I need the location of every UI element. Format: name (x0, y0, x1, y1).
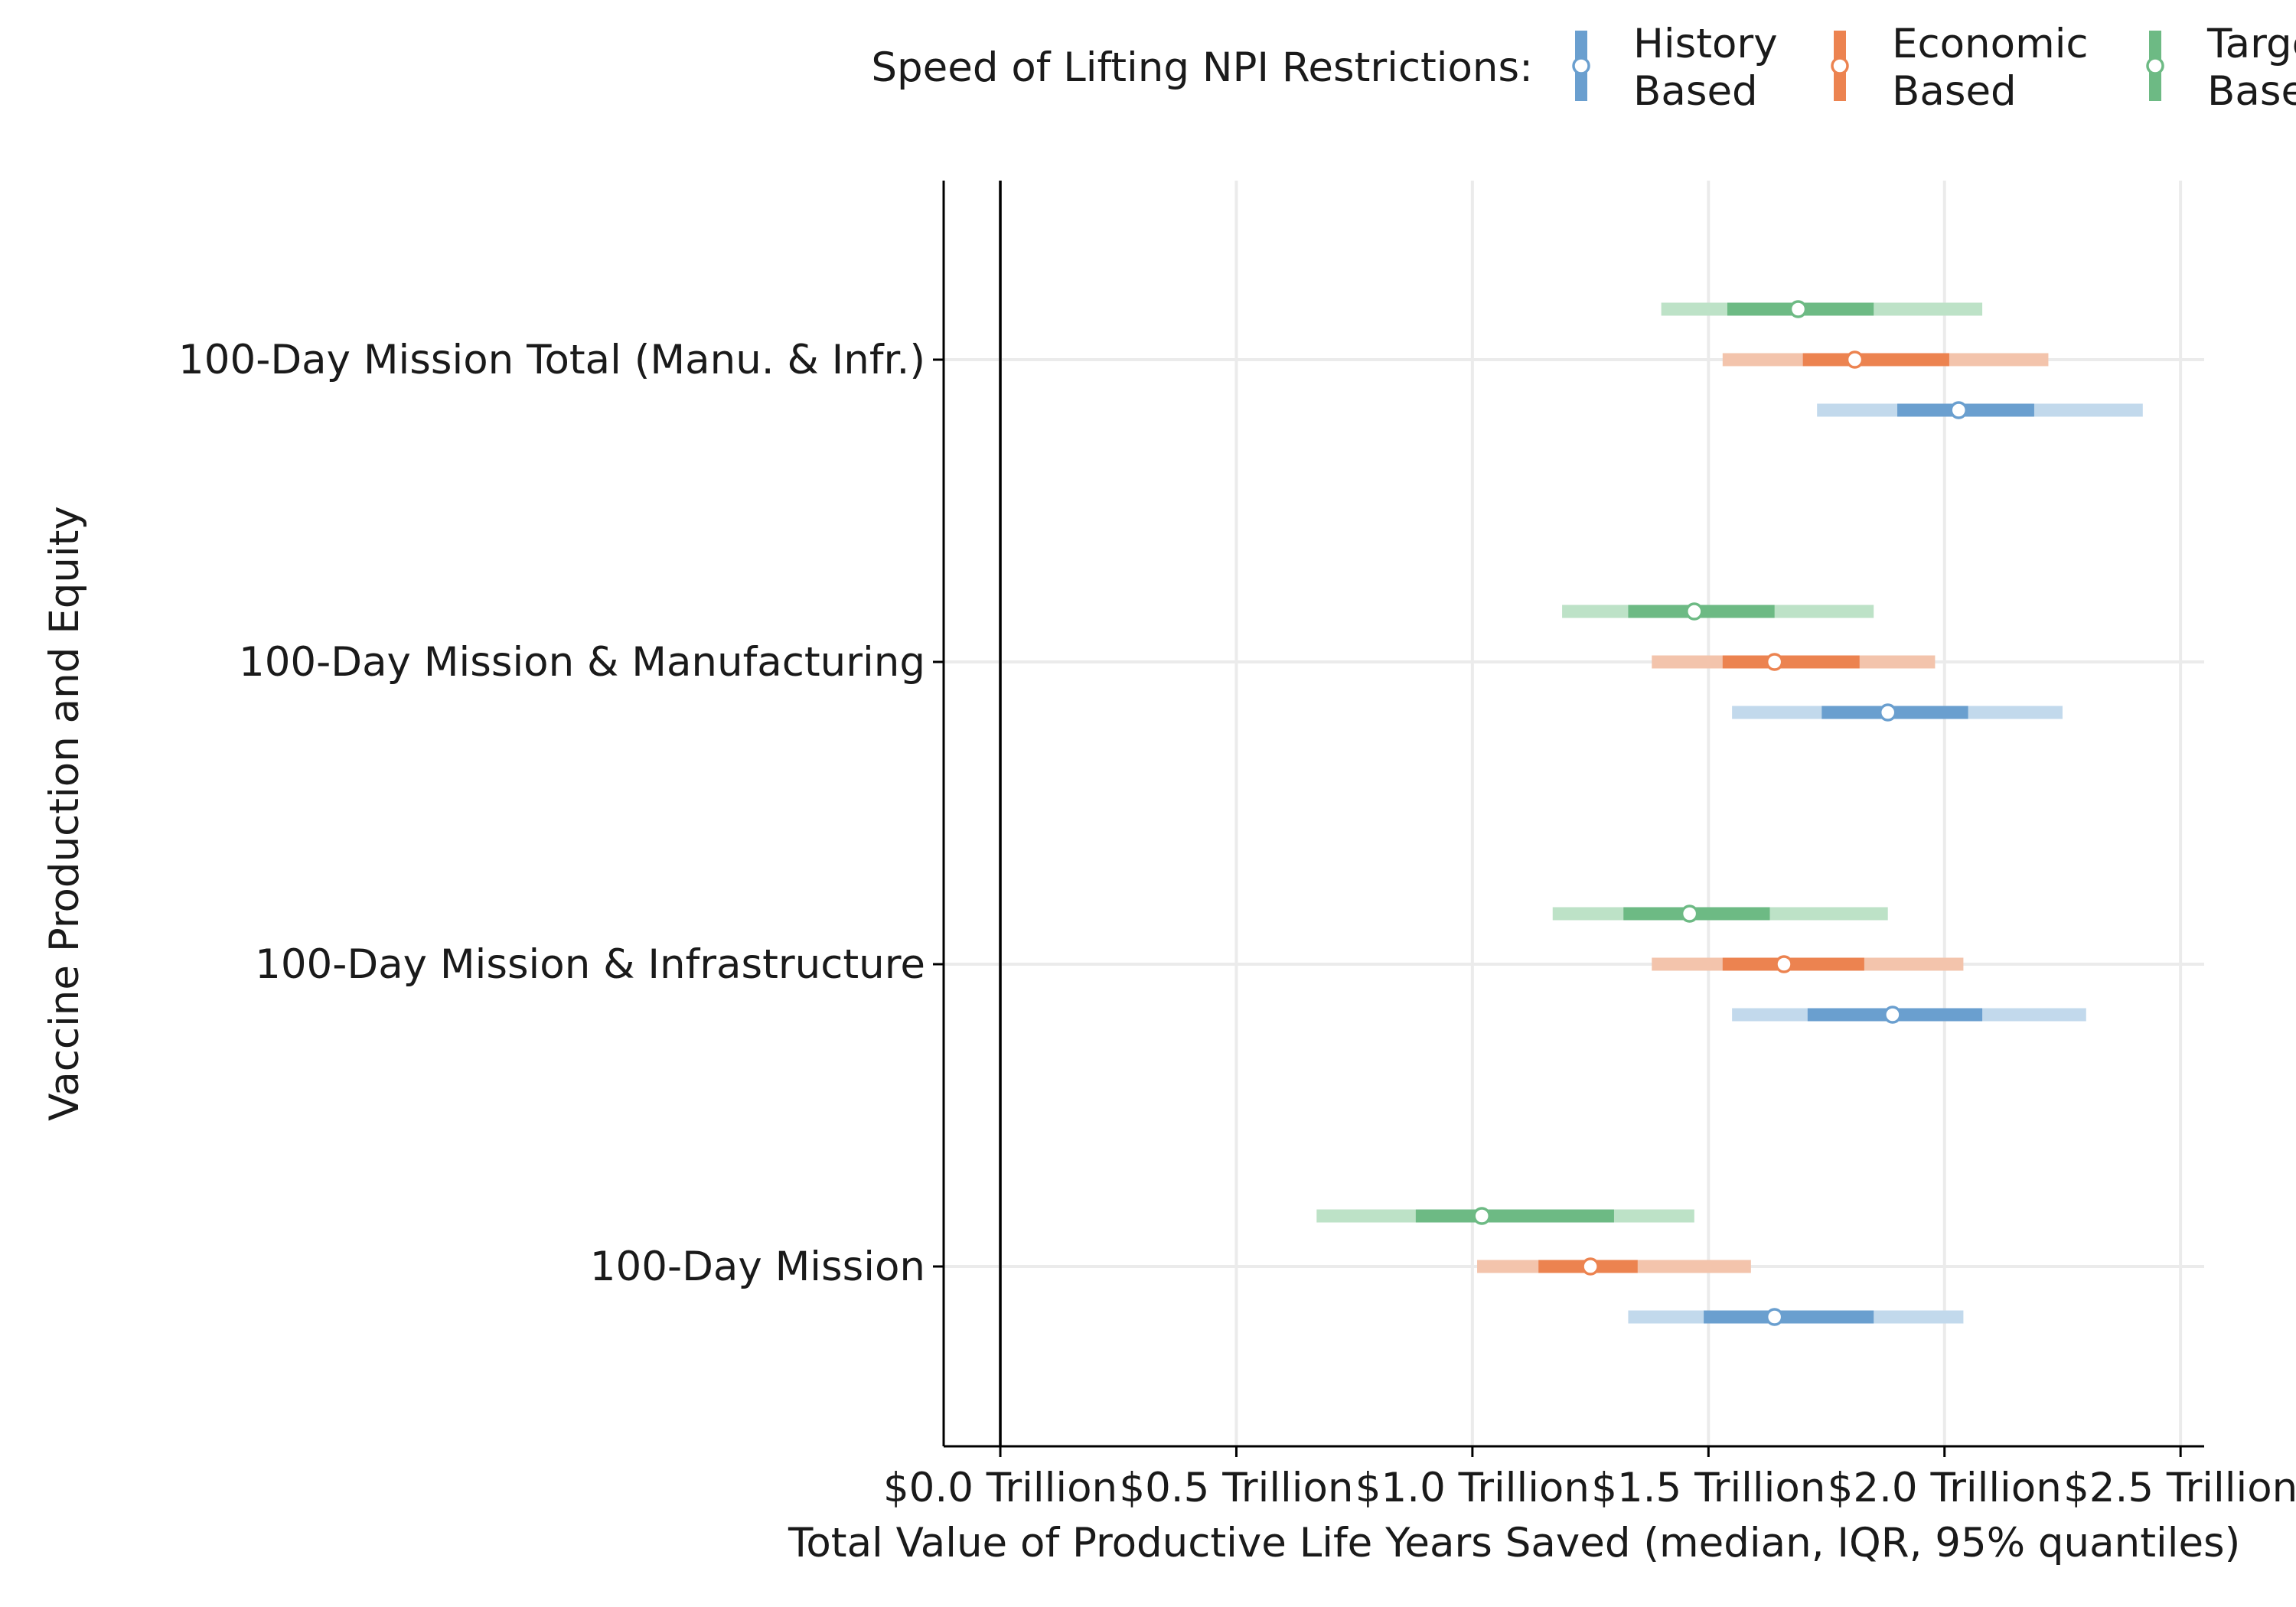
legend-label: Based (1633, 68, 1758, 115)
legend-key-point (2146, 57, 2164, 75)
series-layer (1316, 300, 2143, 1326)
x-tick-label: $2.5 Trillion (2063, 1465, 2296, 1511)
legend-key-point (1572, 57, 1590, 75)
median-point-history-based-100-day-mission-manufacturing (1878, 703, 1897, 722)
axes (942, 181, 2204, 1448)
median-point-economic-based-100-day-mission-manufacturing (1765, 653, 1784, 671)
x-ticks: $0.0 Trillion $0.5 Trillion $1.0 Trillion $… (883, 1446, 2296, 1511)
y-tick-label-100-day-mission-total-manu-infr: 100-Day Mission Total (Manu. & Infr.) (178, 337, 925, 383)
median-point-history-based-100-day-mission-total-manu-infr (1949, 401, 1968, 419)
y-tick-label-100-day-mission-manufacturing: 100-Day Mission & Manufacturing (239, 639, 925, 686)
legend-label: Economic (1892, 21, 2089, 67)
x-tick-label: $2.0 Trillion (1828, 1465, 2062, 1511)
legend-title: Speed of Lifting NPI Restrictions: (871, 44, 1533, 91)
series-target-based (1316, 300, 1983, 1225)
median-point-economic-based-100-day-mission-total-manu-infr (1845, 350, 1864, 369)
legend-label: Target (2206, 21, 2296, 67)
legend-label: Based (2207, 68, 2296, 115)
median-point-target-based-100-day-mission (1473, 1207, 1491, 1225)
median-point-target-based-100-day-mission-manufacturing (1685, 602, 1704, 621)
series-economic-based (1477, 350, 2049, 1276)
y-axis-title: Vaccine Production and Equity (41, 506, 88, 1121)
x-tick-label: $0.5 Trillion (1119, 1465, 1353, 1511)
legend: Speed of Lifting NPI Restrictions: Histo… (871, 21, 2296, 115)
x-tick-label: $1.0 Trillion (1355, 1465, 1590, 1511)
median-point-target-based-100-day-mission-infrastructure (1680, 905, 1699, 923)
x-axis-title: Total Value of Productive Life Years Sav… (788, 1520, 2240, 1566)
legend-label: Based (1892, 68, 2017, 115)
y-tick-label-100-day-mission-infrastructure: 100-Day Mission & Infrastructure (255, 941, 925, 988)
legend-items: HistoryBasedEconomicBasedTargetBased (1572, 21, 2296, 115)
y-tick-label-100-day-mission: 100-Day Mission (590, 1244, 925, 1290)
median-point-target-based-100-day-mission-total-manu-infr (1789, 300, 1808, 318)
series-history-based (1628, 401, 2143, 1326)
median-point-history-based-100-day-mission (1765, 1308, 1784, 1326)
median-point-economic-based-100-day-mission (1581, 1257, 1600, 1276)
legend-item-target-based: TargetBased (2146, 21, 2296, 115)
legend-label: History (1633, 21, 1778, 67)
median-point-history-based-100-day-mission-infrastructure (1883, 1006, 1902, 1024)
median-point-economic-based-100-day-mission-infrastructure (1775, 955, 1793, 973)
x-tick-label: $1.5 Trillion (1591, 1465, 1825, 1511)
legend-key-point (1831, 57, 1849, 75)
y-ticks: 100-Day Mission Total (Manu. & Infr.) 100… (178, 337, 944, 1290)
grid (944, 181, 2204, 1446)
x-tick-label: $0.0 Trillion (883, 1465, 1117, 1511)
